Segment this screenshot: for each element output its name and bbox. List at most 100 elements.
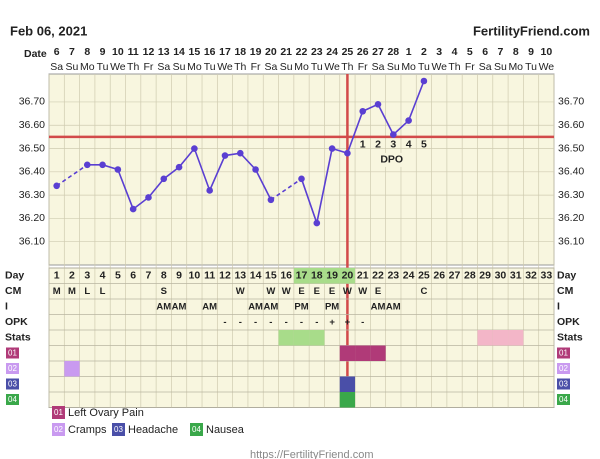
date-label: 15 bbox=[189, 46, 201, 58]
legend-code: 04 bbox=[192, 425, 201, 434]
date-label: 22 bbox=[296, 46, 308, 58]
cm-entry: M bbox=[68, 286, 76, 297]
temp-point bbox=[160, 175, 168, 183]
opk-entry: - bbox=[239, 317, 242, 328]
cycle-day: 33 bbox=[541, 270, 553, 282]
temp-point bbox=[328, 145, 336, 152]
row-label-right: OPK bbox=[557, 316, 580, 328]
cm-entry: L bbox=[84, 286, 90, 297]
symptom-code: 02 bbox=[8, 364, 17, 373]
date-label: 9 bbox=[528, 46, 534, 58]
weekday-label: Fr bbox=[251, 61, 261, 73]
stats-cell bbox=[508, 330, 524, 346]
weekday-label: Su bbox=[387, 61, 400, 73]
cycle-day: 3 bbox=[84, 270, 90, 282]
row-label: CM bbox=[5, 285, 22, 297]
row-label: Day bbox=[5, 270, 24, 282]
fertile-cell bbox=[293, 268, 310, 284]
weekday-label: Mo bbox=[80, 61, 95, 73]
cycle-day: 8 bbox=[161, 270, 167, 282]
row-label-right: CM bbox=[557, 285, 574, 297]
cycle-day: 23 bbox=[387, 270, 399, 282]
legend-box bbox=[52, 423, 65, 436]
dpo-number: 5 bbox=[421, 139, 427, 151]
temp-point bbox=[53, 182, 60, 190]
weekday-label: Sa bbox=[479, 61, 492, 73]
temp-point bbox=[420, 77, 428, 85]
cycle-day: 22 bbox=[372, 270, 384, 282]
stats-cell bbox=[492, 330, 509, 346]
weekday-label: Tu bbox=[525, 61, 537, 73]
intercourse-entry: PM bbox=[294, 301, 308, 312]
cycle-day: 16 bbox=[280, 270, 292, 282]
cycle-day: 31 bbox=[510, 270, 522, 282]
temp-point bbox=[206, 187, 213, 194]
weekday-label: Mo bbox=[294, 61, 309, 73]
weekday-label: Sa bbox=[372, 61, 385, 73]
opk-entry: - bbox=[315, 317, 318, 328]
fertile-cell bbox=[309, 268, 325, 284]
temp-point bbox=[374, 100, 382, 108]
cycle-day: 14 bbox=[250, 270, 262, 282]
legend-box bbox=[52, 406, 65, 419]
date-label: 1 bbox=[406, 46, 412, 58]
intercourse-entry: AM bbox=[248, 301, 263, 312]
weekday-label: Mo bbox=[187, 61, 202, 73]
intercourse-entry: PM bbox=[325, 301, 339, 312]
stats-cell bbox=[293, 330, 310, 346]
symptom-code-right-box bbox=[557, 363, 570, 374]
temp-point bbox=[405, 117, 412, 124]
cycle-day: 28 bbox=[464, 270, 476, 282]
cycle-day: 21 bbox=[357, 270, 369, 282]
temp-point bbox=[236, 149, 244, 157]
date-label: 10 bbox=[112, 46, 124, 58]
weekday-label: We bbox=[431, 61, 447, 73]
date-label: 19 bbox=[250, 46, 262, 58]
symptom-code: 01 bbox=[8, 349, 17, 358]
cycle-day: 7 bbox=[146, 270, 152, 282]
weekday-label: We bbox=[217, 61, 233, 73]
row-label-right: I bbox=[557, 301, 560, 313]
temp-point bbox=[313, 219, 321, 227]
cycle-day: 2 bbox=[69, 270, 75, 282]
y-tick-label: 36.20 bbox=[19, 212, 45, 224]
temp-gap-line bbox=[270, 178, 302, 201]
cycle-day: 27 bbox=[449, 270, 461, 282]
date-label: 10 bbox=[541, 46, 553, 58]
cm-entry: L bbox=[100, 286, 106, 297]
date-label: 8 bbox=[513, 46, 519, 58]
cm-entry: E bbox=[375, 286, 381, 297]
intercourse-entry: AM bbox=[156, 301, 171, 312]
legend-name: Headache bbox=[128, 424, 178, 436]
temp-point bbox=[99, 161, 106, 169]
weekday-label: Su bbox=[66, 61, 79, 73]
row-label: OPK bbox=[5, 316, 28, 328]
weekday-label: Th bbox=[341, 61, 353, 73]
y-tick-label: 36.30 bbox=[19, 189, 45, 201]
cycle-day: 29 bbox=[479, 270, 491, 282]
weekday-label: We bbox=[110, 61, 126, 73]
symptom-code-box bbox=[6, 363, 19, 374]
date-label: 8 bbox=[84, 46, 90, 58]
y-tick-label: 36.50 bbox=[19, 142, 45, 154]
date-label: 28 bbox=[387, 46, 399, 58]
date-label: 2 bbox=[421, 46, 427, 58]
dpo-label: DPO bbox=[380, 154, 403, 166]
cm-entry: W bbox=[236, 286, 245, 297]
weekday-label: Th bbox=[127, 61, 139, 73]
symptom-code-right-box bbox=[557, 378, 570, 390]
weekday-label: Tu bbox=[418, 61, 430, 73]
cycle-day: 20 bbox=[342, 270, 354, 282]
legend-name: Nausea bbox=[206, 424, 245, 436]
weekday-label: Tu bbox=[97, 61, 109, 73]
symptom-code: 04 bbox=[8, 395, 17, 404]
symptom-code-right-box bbox=[557, 394, 570, 405]
cm-entry: W bbox=[282, 286, 291, 297]
symptom-cell bbox=[355, 345, 371, 361]
legend-box bbox=[112, 423, 125, 436]
date-label: 25 bbox=[342, 46, 354, 58]
symptom-cell bbox=[64, 361, 80, 377]
date-label: 5 bbox=[467, 46, 473, 58]
opk-entry: + bbox=[329, 317, 335, 328]
